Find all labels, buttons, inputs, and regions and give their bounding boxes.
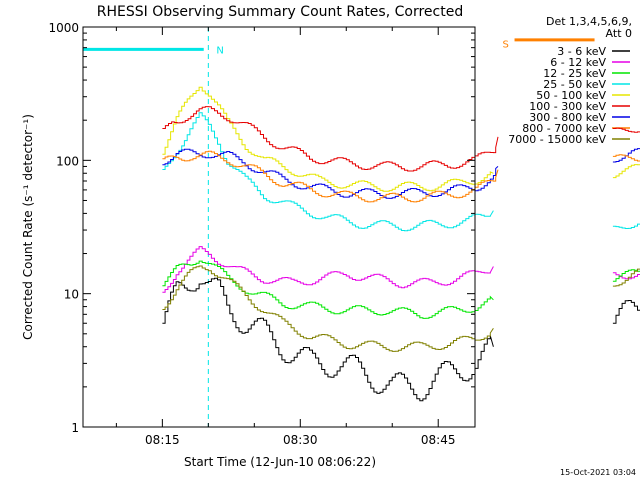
series-800-7000-kev-trace-0 <box>162 150 499 203</box>
series-50-100-kev-trace-0 <box>162 86 494 192</box>
y-tick-label-100: 100 <box>56 154 79 168</box>
series-25-50-kev <box>162 112 640 232</box>
series-100-300-kev <box>162 106 640 172</box>
series-300-800-kev-trace-0 <box>162 148 499 199</box>
y-tick-label-1000: 1000 <box>48 21 79 35</box>
night-flag-label: N <box>216 45 223 56</box>
chart-title: RHESSI Observing Summary Count Rates, Co… <box>97 4 463 20</box>
legend-label-12-25-kev: 12 - 25 keV <box>543 67 606 80</box>
y-tick-label-1: 1 <box>71 421 79 435</box>
legend-label-50-100-kev: 50 - 100 keV <box>536 89 606 102</box>
series-100-300-kev-trace-0 <box>162 106 499 172</box>
legend-label-300-800-kev: 300 - 800 keV <box>529 111 606 124</box>
legend-label-100-300-kev: 100 - 300 keV <box>529 100 606 113</box>
series-12-25-kev <box>162 260 640 319</box>
legend-label-7000-15000-kev: 7000 - 15000 keV <box>508 133 606 146</box>
legend-label-25-50-kev: 25 - 50 keV <box>543 78 606 91</box>
series-50-100-kev-trace-1 <box>612 164 640 179</box>
plot-frame <box>82 26 476 428</box>
plot-area: N S 08:15 08:30 08:45 1 10 100 1000 <box>48 21 640 447</box>
series-6-12-kev-trace-1 <box>612 272 640 280</box>
legend-header-line-2: Att 0 <box>606 27 632 40</box>
series-300-800-kev <box>162 148 640 199</box>
legend-label-800-7000-kev: 800 - 7000 keV <box>522 122 606 135</box>
x-tick-label-08:30: 08:30 <box>283 433 318 447</box>
series-3-6-kev-trace-0 <box>162 277 494 402</box>
saa-flag-label: S <box>503 39 509 50</box>
series-12-25-kev-trace-0 <box>162 260 494 319</box>
x-tick-label-08:15: 08:15 <box>145 433 180 447</box>
series-25-50-kev-trace-1 <box>612 221 640 229</box>
y-axis-label: Corrected Count Rate (s⁻¹ detector⁻¹) <box>21 114 35 340</box>
legend-header-line-1: Det 1,3,4,5,6,9, <box>546 15 632 28</box>
series-50-100-kev <box>162 86 640 192</box>
x-axis-label: Start Time (12-Jun-10 08:06:22) <box>184 455 376 469</box>
series-6-12-kev-trace-0 <box>162 246 494 293</box>
legend-label-6-12-kev: 6 - 12 keV <box>550 56 606 69</box>
generation-timestamp: 15-Oct-2021 03:04 <box>560 468 636 477</box>
series-3-6-kev <box>162 277 640 402</box>
y-tick-label-10: 10 <box>64 288 79 302</box>
legend-label-3-6-kev: 3 - 6 keV <box>557 45 606 58</box>
series-800-7000-kev <box>162 150 640 203</box>
series-6-12-kev <box>162 246 640 293</box>
series-7000-15000-kev <box>162 265 640 352</box>
series-3-6-kev-trace-1 <box>612 300 640 324</box>
series-800-7000-kev-trace-1 <box>612 154 640 162</box>
x-tick-label-08:45: 08:45 <box>421 433 456 447</box>
series-100-300-kev-trace-1 <box>612 127 640 133</box>
series-25-50-kev-trace-0 <box>162 112 494 232</box>
series-7000-15000-kev-trace-0 <box>162 265 494 352</box>
